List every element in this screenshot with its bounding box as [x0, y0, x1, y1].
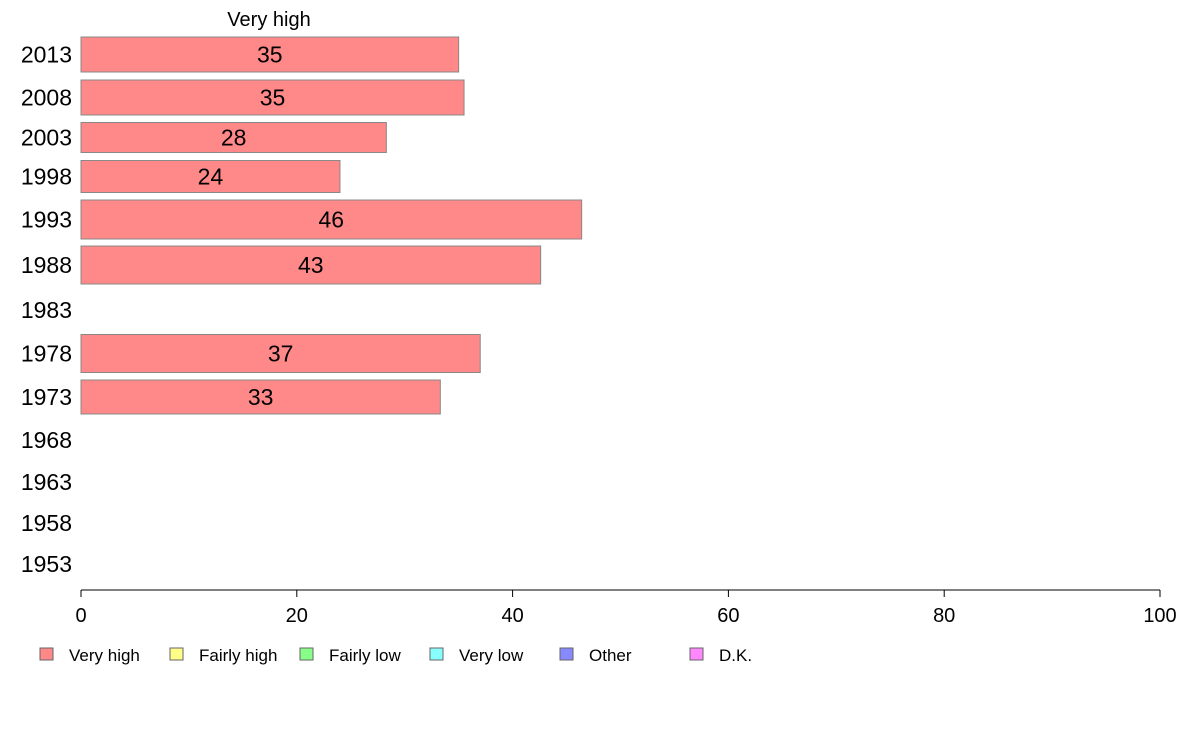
y-label-1958: 1958 — [21, 510, 72, 536]
chart-title: Very high — [227, 9, 310, 31]
bar-1993 — [80, 199, 583, 240]
bar-label-2003: 28 — [221, 125, 247, 151]
legend-label-fairly-low: Fairly low — [329, 646, 402, 665]
legend-swatch-very-high — [39, 647, 54, 661]
y-label-1968: 1968 — [21, 427, 72, 453]
legend: Very high Fairly high Fairly low Very low Ot… — [39, 646, 752, 665]
bar-label-2008: 35 — [260, 85, 286, 111]
y-label-2013: 2013 — [21, 42, 72, 68]
y-label-1963: 1963 — [21, 469, 72, 495]
x-tick-label-60: 60 — [717, 605, 739, 627]
x-tick-label-100: 100 — [1143, 605, 1176, 627]
x-axis-ticks: 0 20 40 60 80 100 — [75, 590, 1177, 627]
y-label-1988: 1988 — [21, 252, 72, 278]
bar-label-1988: 43 — [298, 252, 324, 278]
legend-swatch-d-k — [689, 647, 704, 661]
bar-label-1978: 37 — [268, 341, 294, 367]
bars — [80, 36, 583, 415]
legend-label-d-k: D.K. — [719, 646, 752, 665]
legend-swatch-fairly-low — [299, 647, 314, 661]
legend-label-very-high: Very high — [69, 646, 140, 665]
legend-swatch-very-low — [429, 647, 444, 661]
x-tick-label-0: 0 — [75, 605, 86, 627]
bar-1978 — [80, 334, 481, 373]
legend-label-fairly-high: Fairly high — [199, 646, 277, 665]
y-label-1973: 1973 — [21, 384, 72, 410]
y-label-2003: 2003 — [21, 125, 72, 151]
bar-2008 — [80, 79, 465, 116]
bar-2003 — [80, 122, 387, 153]
bar-value-labels: 35 35 28 24 46 43 37 33 — [198, 42, 344, 411]
y-label-1998: 1998 — [21, 164, 72, 190]
x-tick-label-80: 80 — [933, 605, 955, 627]
bar-1973 — [80, 379, 441, 415]
x-tick-label-20: 20 — [286, 605, 308, 627]
y-label-2008: 2008 — [21, 85, 72, 111]
y-axis-labels: 2013 2008 2003 1998 1993 1988 1983 1978 1973 1968… — [21, 42, 72, 578]
y-label-1953: 1953 — [21, 551, 72, 577]
x-tick-label-40: 40 — [501, 605, 523, 627]
bar-label-1993: 46 — [319, 207, 345, 233]
bar-label-1973: 33 — [248, 384, 274, 410]
legend-swatch-other — [559, 647, 574, 661]
y-label-1983: 1983 — [21, 297, 72, 323]
legend-swatch-fairly-high — [169, 647, 184, 661]
bar-label-2013: 35 — [257, 42, 283, 68]
y-label-1978: 1978 — [21, 341, 72, 367]
bar-2013 — [80, 36, 460, 73]
bar-label-1998: 24 — [198, 164, 224, 190]
legend-label-very-low: Very low — [459, 646, 524, 665]
legend-label-other: Other — [589, 646, 632, 665]
y-label-1993: 1993 — [21, 207, 72, 233]
bar-1988 — [80, 245, 542, 285]
bar-1998 — [80, 160, 341, 193]
